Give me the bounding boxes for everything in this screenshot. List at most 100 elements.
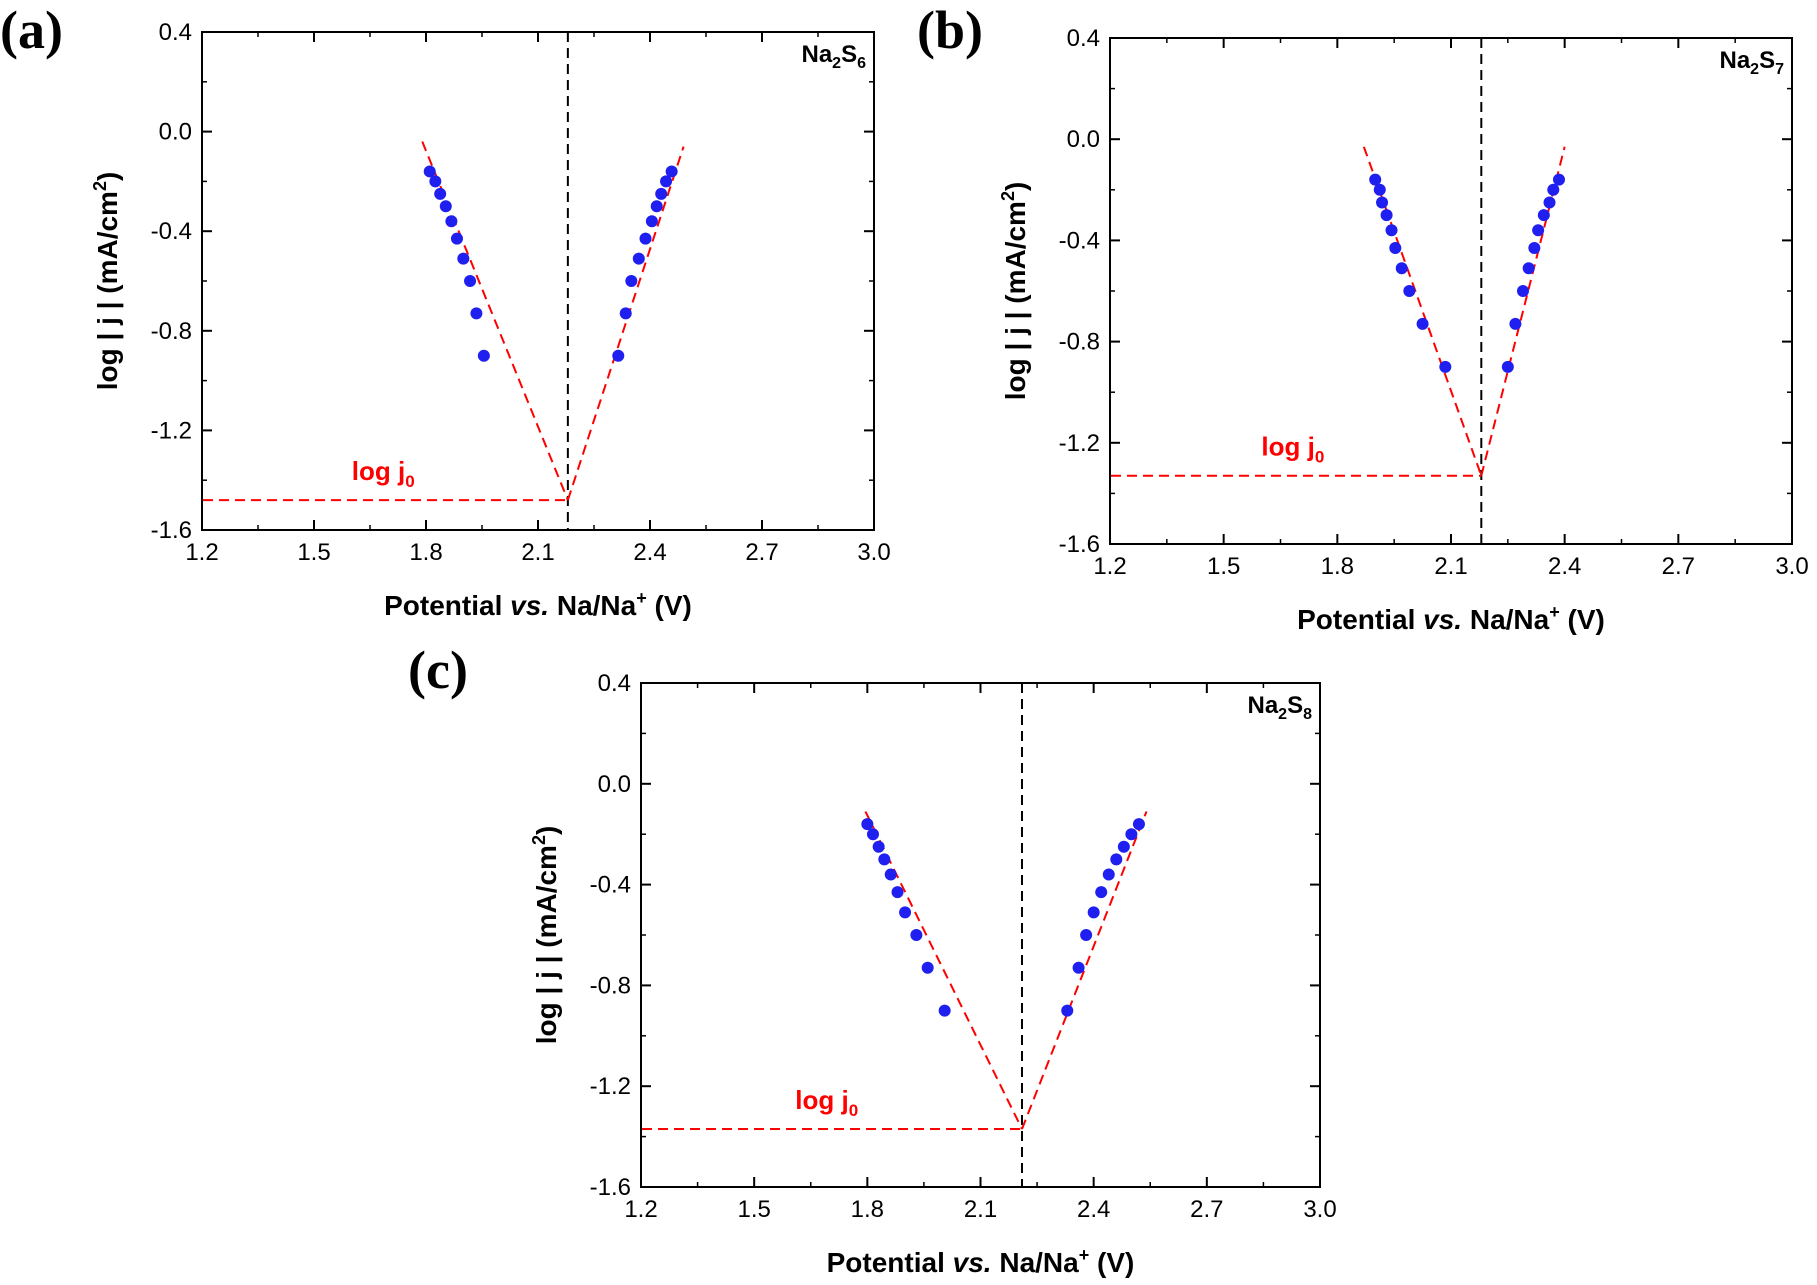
x-axis-title: Potential vs. Na/Na+ (V) bbox=[384, 588, 692, 621]
log-j0-annotation: log j0 bbox=[1261, 432, 1324, 467]
data-point bbox=[1543, 196, 1556, 209]
tafel-fit-line bbox=[1021, 811, 1148, 1130]
data-point bbox=[1102, 868, 1115, 881]
data-point bbox=[1373, 183, 1386, 196]
data-point bbox=[1516, 285, 1529, 297]
x-tick-label: 2.4 bbox=[1077, 1196, 1110, 1223]
x-tick-label: 2.1 bbox=[521, 539, 554, 566]
data-point bbox=[632, 252, 645, 265]
panel-label: (b) bbox=[917, 0, 983, 60]
x-tick-label: 2.7 bbox=[1662, 553, 1695, 580]
x-tick-label: 2.7 bbox=[745, 539, 778, 566]
data-point bbox=[434, 187, 447, 200]
data-point bbox=[1528, 241, 1541, 254]
data-point bbox=[1095, 886, 1108, 899]
x-tick-label: 1.5 bbox=[737, 1196, 770, 1223]
data-point bbox=[450, 232, 463, 245]
data-point bbox=[1132, 818, 1145, 831]
y-axis-title: log | j | (mA/cm2) bbox=[529, 826, 562, 1045]
y-tick-label: -0.4 bbox=[1059, 227, 1100, 254]
panel-label: (c) bbox=[408, 640, 468, 700]
data-point bbox=[1117, 840, 1130, 853]
sample-label: Na2S7 bbox=[1719, 47, 1784, 78]
x-tick-label: 3.0 bbox=[857, 539, 890, 566]
x-tick-label: 2.7 bbox=[1190, 1196, 1223, 1223]
x-axis-title: Potential vs. Na/Na+ (V) bbox=[1297, 602, 1605, 635]
data-point bbox=[1547, 183, 1560, 196]
sample-label: Na2S8 bbox=[1247, 692, 1312, 723]
y-tick-label: 0.0 bbox=[1067, 126, 1100, 153]
data-point bbox=[464, 275, 477, 287]
data-point bbox=[899, 906, 912, 919]
data-point bbox=[1403, 285, 1416, 297]
x-tick-label: 1.5 bbox=[297, 539, 330, 566]
plot-frame bbox=[1109, 37, 1793, 545]
x-tick-label: 2.1 bbox=[1434, 553, 1467, 580]
x-tick-label: 1.8 bbox=[851, 1196, 884, 1223]
x-tick-label: 3.0 bbox=[1303, 1196, 1336, 1223]
log-j0-annotation: log j0 bbox=[352, 456, 415, 491]
chart-panel-1: (a) 1.2 1.5 1.8 2.1 2.4 2.7 3.0 0.4 0.0 -0.4 -0.8 -1… bbox=[0, 0, 891, 621]
data-point bbox=[1110, 853, 1123, 866]
data-point bbox=[619, 307, 632, 320]
data-point bbox=[866, 828, 879, 841]
y-tick-label: 0.4 bbox=[1067, 25, 1100, 52]
x-tick-label: 2.1 bbox=[964, 1196, 997, 1223]
data-point bbox=[665, 165, 678, 178]
data-point bbox=[470, 307, 483, 320]
data-point bbox=[1501, 360, 1514, 373]
data-point bbox=[612, 349, 625, 362]
plot-frame bbox=[640, 682, 1321, 1188]
data-point bbox=[1087, 906, 1100, 919]
data-point bbox=[457, 252, 470, 265]
data-point bbox=[625, 275, 638, 287]
data-point bbox=[891, 886, 904, 899]
y-tick-label: -1.2 bbox=[1059, 430, 1100, 457]
y-axis-title: log | j | (mA/cm2) bbox=[998, 182, 1031, 401]
y-tick-label: 0.4 bbox=[159, 19, 192, 46]
data-point bbox=[1072, 961, 1085, 974]
x-axis-title: Potential vs. Na/Na+ (V) bbox=[827, 1245, 1135, 1278]
data-point bbox=[1125, 828, 1138, 841]
y-tick-label: -1.2 bbox=[151, 417, 192, 444]
y-tick-label: 0.0 bbox=[159, 119, 192, 146]
x-tick-label: 1.8 bbox=[409, 539, 442, 566]
y-tick-label: 0.4 bbox=[598, 670, 631, 697]
x-tick-label: 3.0 bbox=[1775, 553, 1808, 580]
y-tick-label: -1.6 bbox=[1059, 531, 1100, 558]
data-point bbox=[1376, 196, 1389, 209]
data-point bbox=[639, 232, 652, 245]
data-point bbox=[1522, 262, 1535, 275]
x-tick-label: 1.2 bbox=[185, 539, 218, 566]
data-point bbox=[655, 187, 668, 200]
tafel-fit-line bbox=[1480, 146, 1566, 476]
data-point bbox=[1380, 209, 1393, 222]
tafel-fit-line bbox=[864, 811, 1023, 1130]
data-point bbox=[429, 175, 442, 188]
data-point bbox=[1439, 360, 1452, 373]
data-point bbox=[910, 929, 923, 941]
data-point bbox=[861, 818, 874, 831]
data-point bbox=[884, 868, 897, 881]
tafel-fit-line bbox=[1362, 146, 1483, 477]
y-tick-label: -1.6 bbox=[590, 1174, 631, 1201]
data-point bbox=[878, 853, 891, 866]
y-tick-label: -0.8 bbox=[1059, 329, 1100, 356]
data-point bbox=[423, 165, 436, 178]
data-point bbox=[1509, 317, 1522, 330]
data-point bbox=[477, 349, 490, 362]
data-point bbox=[1416, 317, 1429, 330]
chart-panel-2: (b) 1.2 1.5 1.8 2.1 2.4 2.7 3.0 0.4 0.0 -0.4 -0.8 -1… bbox=[917, 0, 1809, 635]
y-tick-label: -0.8 bbox=[151, 318, 192, 345]
data-point bbox=[1552, 173, 1565, 186]
data-point bbox=[445, 215, 458, 228]
y-tick-label: -1.2 bbox=[590, 1073, 631, 1100]
data-point bbox=[1532, 224, 1545, 237]
data-point bbox=[650, 200, 663, 213]
y-tick-label: -0.8 bbox=[590, 972, 631, 999]
plot-frame bbox=[201, 31, 875, 531]
data-point bbox=[1389, 241, 1402, 254]
data-point bbox=[1395, 262, 1408, 275]
data-point bbox=[439, 200, 452, 213]
y-tick-label: -0.4 bbox=[151, 218, 192, 245]
